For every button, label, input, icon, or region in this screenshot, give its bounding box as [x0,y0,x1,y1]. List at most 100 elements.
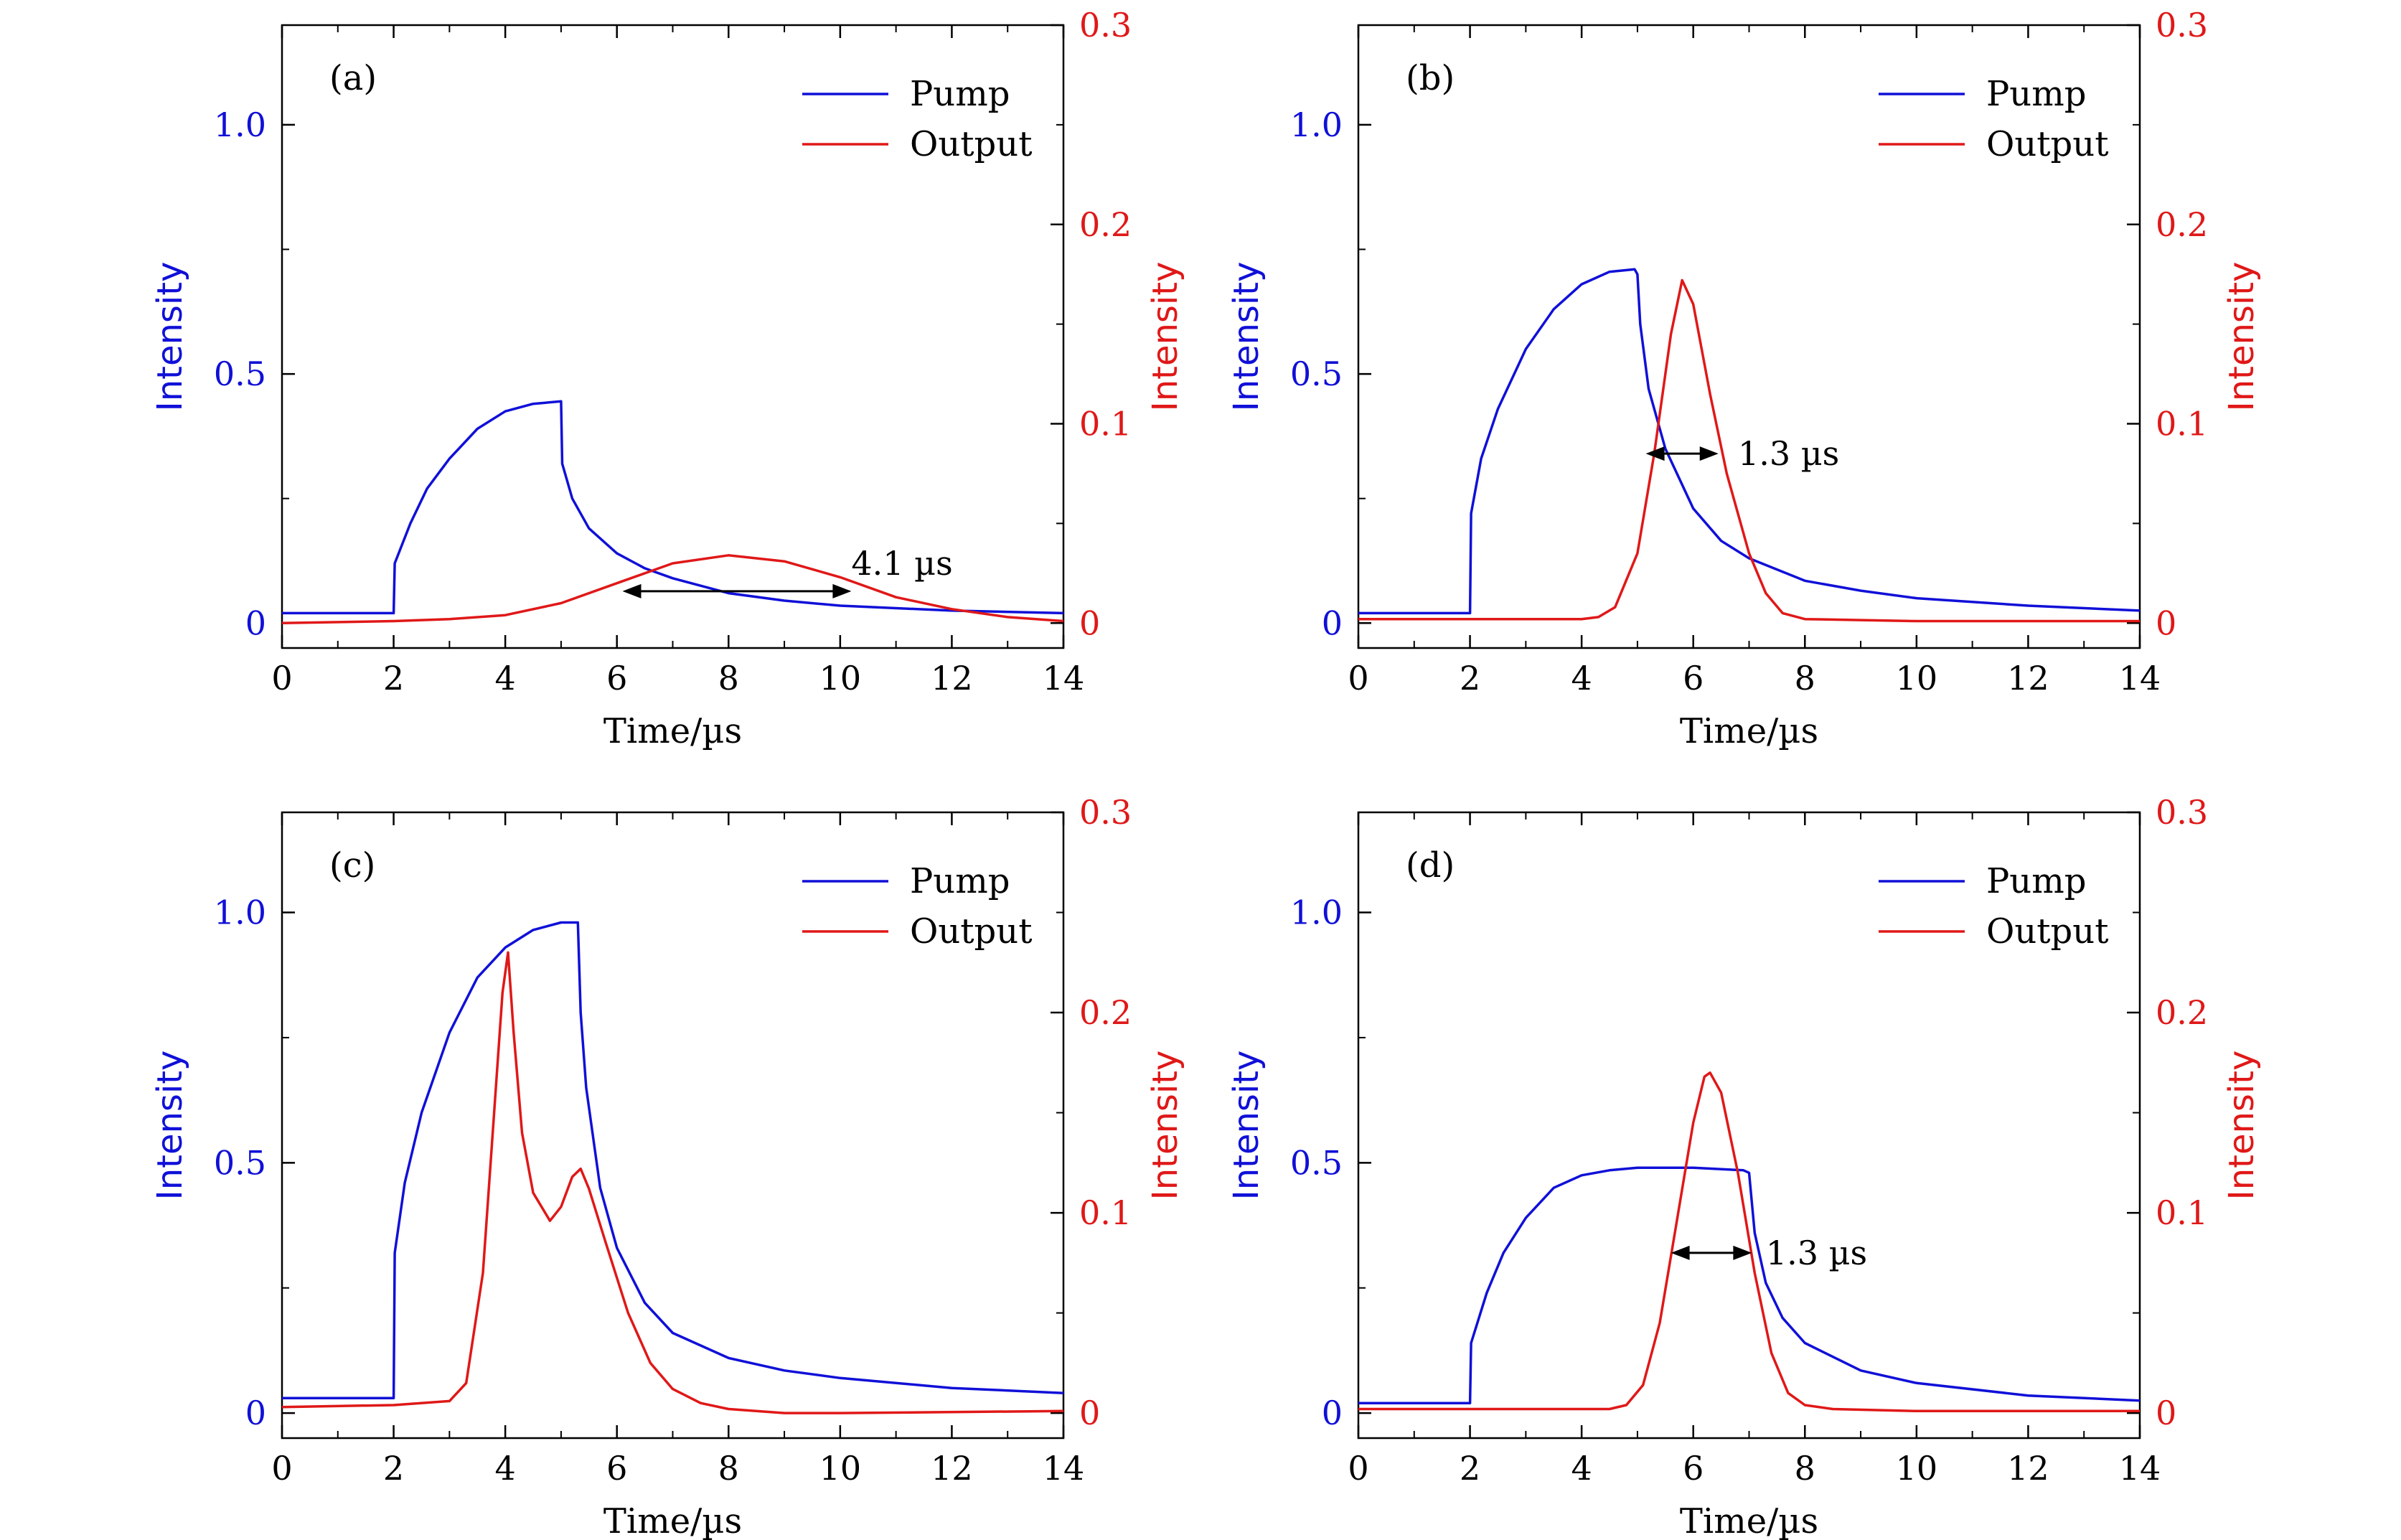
y-left-tick-label: 0 [1322,1394,1343,1432]
x-tick-label: 2 [1460,1449,1480,1488]
y-right-tick-label: 0.1 [2156,1193,2208,1232]
legend-label-output: Output [1986,124,2108,164]
y-left-tick-label: 0.5 [1290,1143,1343,1182]
x-tick-label: 6 [606,659,627,698]
y-left-tick-label: 1.0 [214,893,266,932]
x-tick-label: 12 [931,659,973,698]
y-right-tick-label: 0.3 [2156,793,2208,832]
x-tick-label: 10 [819,659,862,698]
y-left-tick-label: 0 [245,1394,266,1432]
x-tick-label: 0 [271,659,292,698]
x-tick-label: 8 [718,1449,739,1488]
x-axis-title: Time/µs [1680,711,1818,751]
y-right-tick-label: 0.1 [2156,405,2208,443]
y-right-tick-label: 0.2 [2156,205,2208,244]
series-line-pump [1358,268,2140,615]
x-tick-label: 2 [383,1449,404,1488]
y-right-tick-label: 0.3 [1079,6,1132,44]
x-tick-label: 8 [1795,659,1815,698]
chart-panel-b: 0 2 4 6 8 10 12 14 0 0.5 1.0 0 0.1 0.2 0.3 Intensity Int… [1226,6,2262,751]
y-axis-right-title: Intensity [1145,262,1185,412]
panel-label: (b) [1406,58,1455,98]
x-tick-label: 0 [1348,659,1368,698]
y-left-tick-label: 0 [1322,604,1343,642]
fwhm-arrowhead-right [1699,446,1719,461]
y-right-tick-label: 0 [1079,604,1100,642]
fwhm-arrowhead-left [1645,446,1665,461]
series-line-output [282,951,1063,1414]
legend-label-pump: Pump [910,861,1010,901]
x-tick-label: 4 [495,659,516,698]
x-axis-title: Time/µs [603,1501,742,1540]
legend-label-output: Output [910,911,1032,952]
y-left-tick-label: 1.0 [1290,105,1343,144]
y-axis-right-title: Intensity [2222,1051,2262,1201]
x-tick-label: 14 [1043,1449,1085,1488]
x-tick-label: 8 [718,659,739,698]
y-axis-right-title: Intensity [2222,262,2262,412]
x-tick-label: 14 [2119,659,2161,698]
y-axis-left-title: Intensity [150,262,190,412]
panel-label: (c) [329,845,375,886]
y-right-tick-label: 0 [1079,1394,1100,1432]
x-tick-label: 12 [931,1449,973,1488]
x-tick-label: 2 [1460,659,1480,698]
x-tick-label: 2 [383,659,404,698]
y-right-tick-label: 0.2 [1079,993,1132,1032]
x-tick-label: 12 [2007,659,2049,698]
x-tick-label: 12 [2007,1449,2049,1488]
series-line-output [1358,1071,2140,1413]
x-tick-label: 8 [1795,1449,1815,1488]
y-right-tick-label: 0.3 [1079,793,1132,832]
x-tick-label: 4 [1571,1449,1592,1488]
fwhm-arrowhead-right [832,583,852,598]
y-right-tick-label: 0.3 [2156,6,2208,44]
x-tick-label: 4 [495,1449,516,1488]
x-tick-label: 6 [1683,1449,1704,1488]
y-right-tick-label: 0.1 [1079,405,1132,443]
legend-label-pump: Pump [910,74,1010,114]
plot-frame [1357,811,2141,1440]
y-left-tick-label: 0 [245,604,266,642]
y-axis-left-title: Intensity [1226,1051,1267,1201]
y-left-tick-label: 0.5 [214,355,266,393]
fwhm-annotation-label: 1.3 µs [1738,434,1839,473]
y-right-tick-label: 0 [2156,1394,2176,1432]
x-tick-label: 14 [2119,1449,2161,1488]
y-left-tick-label: 1.0 [214,105,266,144]
y-left-tick-label: 0.5 [1290,355,1343,393]
x-tick-label: 0 [271,1449,292,1488]
series-line-output [1358,278,2140,623]
y-axis-right-title: Intensity [1145,1051,1185,1201]
x-tick-label: 6 [606,1449,627,1488]
legend-label-pump: Pump [1986,861,2086,901]
x-tick-label: 4 [1571,659,1592,698]
y-axis-left-title: Intensity [1226,262,1267,412]
fwhm-arrowhead-left [622,583,642,598]
y-right-tick-label: 0.1 [1079,1193,1132,1232]
x-tick-label: 14 [1043,659,1085,698]
y-left-tick-label: 1.0 [1290,893,1343,932]
x-axis-title: Time/µs [1680,1501,1818,1540]
fwhm-arrowhead-left [1671,1245,1690,1260]
y-left-tick-label: 0.5 [214,1143,266,1182]
chart-panel-c: 0 2 4 6 8 10 12 14 0 0.5 1.0 0 0.1 0.2 0.3 Intensity Int… [150,793,1185,1540]
x-axis-title: Time/µs [603,711,742,751]
fwhm-annotation-label: 4.1 µs [851,544,952,583]
x-tick-label: 10 [1896,1449,1938,1488]
x-tick-label: 10 [819,1449,862,1488]
y-right-tick-label: 0.2 [1079,205,1132,244]
y-right-tick-label: 0 [2156,604,2176,642]
legend-label-output: Output [910,124,1032,164]
y-axis-left-title: Intensity [150,1051,190,1201]
plot-frame [281,811,1065,1440]
x-tick-label: 10 [1896,659,1938,698]
series-line-pump [282,400,1063,615]
x-tick-label: 6 [1683,659,1704,698]
legend-label-pump: Pump [1986,74,2086,114]
fwhm-annotation-label: 1.3 µs [1766,1234,1867,1272]
series-line-pump [1358,1166,2140,1404]
chart-panel-a: 0 2 4 6 8 10 12 14 0 0.5 1.0 0 0.1 0.2 0.3 Intensity Int… [150,6,1185,751]
y-right-tick-label: 0.2 [2156,993,2208,1032]
